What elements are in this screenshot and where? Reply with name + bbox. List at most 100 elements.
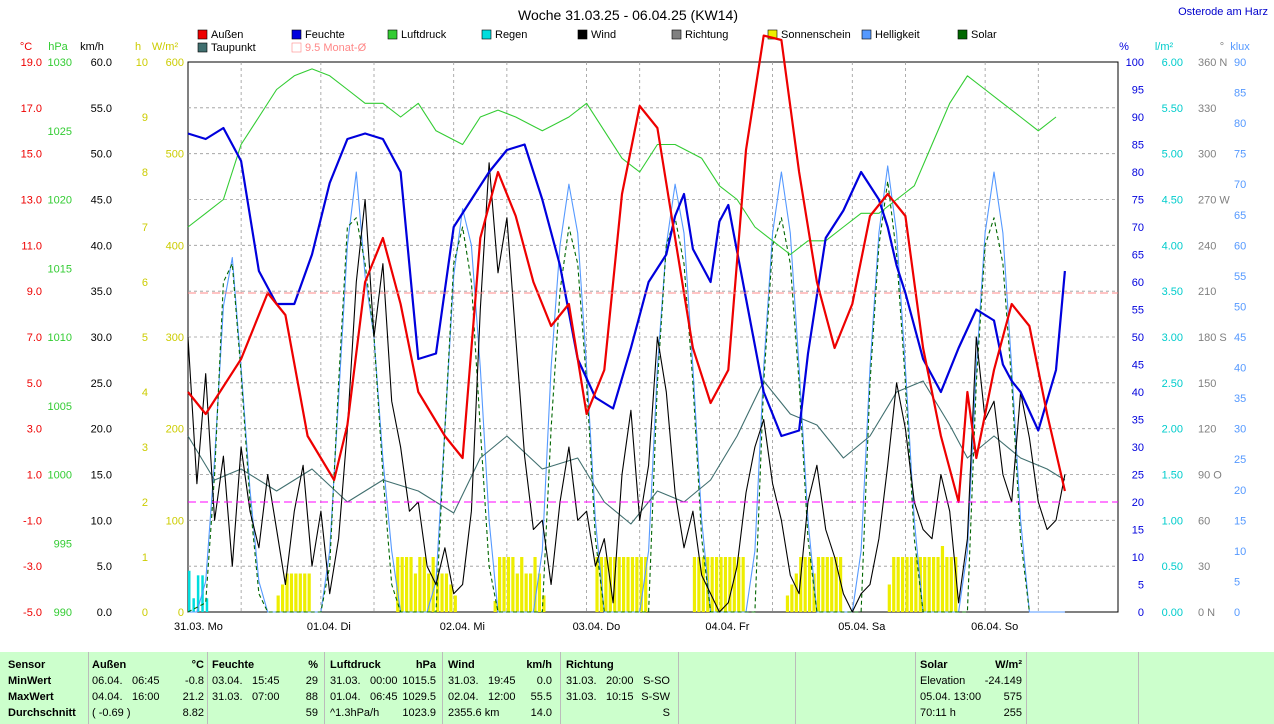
legend-swatch-1 (197, 29, 208, 40)
bar-sonnenschein (839, 557, 843, 612)
bar-sonnenschein (887, 584, 891, 612)
x-axis-labels: 31.03. Mo 01.04. Di 02.04. Mi 03.04. Do 04.0… (174, 621, 1018, 633)
stats-cell: 03.04. (212, 675, 243, 687)
bar-sonnenschein (502, 557, 506, 612)
x-axis-label: 04.04. Fr (705, 621, 749, 633)
legend-label: Außen (211, 29, 243, 41)
legend-label: Sonnenschein (781, 29, 851, 41)
axis-tick-lux: 15 (1234, 515, 1246, 527)
axis-tick-sun: 4 (142, 387, 148, 399)
axis-tick-lux: 0 (1234, 607, 1240, 619)
bar-sonnenschein (635, 557, 639, 612)
axis-tick-direction: 330 (1198, 103, 1216, 115)
stats-solar: Solar W/m² Elevation -24.149 05.04. 13:00 5… (920, 652, 1022, 724)
bar-sonnenschein (923, 557, 927, 612)
stats-cell: Elevation (920, 675, 966, 687)
bar-sonnenschein (595, 557, 599, 612)
axis-tick-lux: 35 (1234, 393, 1246, 405)
stats-feuchte-title: Feuchte (212, 659, 255, 671)
axis-tick-wind: 30.0 (91, 332, 112, 344)
bar-sonnenschein (830, 557, 834, 612)
stats-richtung-title: Richtung (566, 659, 614, 671)
stats-cell: 575 (1003, 691, 1022, 703)
axis-tick-direction: 270 W (1198, 195, 1230, 207)
axis-tick-wind: 50.0 (91, 149, 112, 161)
axis-tick-direction: 120 (1198, 424, 1216, 436)
axis-tick-pressure: 1020 (48, 195, 72, 207)
bar-sonnenschein (537, 573, 542, 612)
bar-sonnenschein (945, 557, 949, 612)
axis-tick-sun: 6 (142, 277, 148, 289)
axis-tick-humidity: 95 (1132, 85, 1144, 97)
legend-label: Wind (591, 29, 616, 41)
axis-tick-pressure: 1030 (48, 57, 72, 69)
stats-cell: 10:15 (606, 691, 634, 703)
stats-cell: 00:00 (370, 675, 398, 687)
bar-sonnenschein (901, 557, 905, 612)
bar-sonnenschein (294, 573, 298, 612)
bar-sonnenschein (825, 557, 829, 612)
axis-tick-pressure: 990 (54, 607, 72, 619)
axis-tick-lux: 25 (1234, 454, 1246, 466)
bar-sonnenschein (298, 573, 302, 612)
stats-cell: 1023.9 (402, 707, 436, 719)
axis-tick-temp: 19.0 (21, 57, 42, 69)
axis-tick-temp: 3.0 (27, 424, 42, 436)
axis-tick-lux: 45 (1234, 332, 1246, 344)
stats-luftdruck: Luftdruck hPa 31.03. 00:00 1015.5 01.04. 06:… (330, 652, 436, 724)
stats-luftdruck-title: Luftdruck (330, 659, 381, 671)
bar-sonnenschein (276, 595, 280, 612)
bar-sonnenschein (785, 595, 790, 612)
stats-sensor-title: Sensor (8, 659, 46, 671)
axis-tick-solar: 300 (166, 332, 184, 344)
stats-cell: 05.04. 13:00 (920, 691, 982, 703)
axis-tick-lux: 5 (1234, 576, 1240, 588)
stats-row-max: MaxWert (8, 691, 54, 703)
axis-tick-rain: 1.50 (1162, 470, 1183, 482)
stats-cell: 8.82 (182, 707, 204, 719)
grid (188, 62, 1118, 612)
axis-tick-temp: -1.0 (23, 515, 42, 527)
bar-sonnenschein (285, 573, 289, 612)
axis-tick-sun: 2 (142, 497, 148, 509)
bar-sonnenschein (405, 557, 409, 612)
bar-sonnenschein (927, 557, 931, 612)
stats-feuchte-unit: % (308, 659, 318, 671)
axis-tick-lux: 65 (1234, 210, 1246, 222)
bar-sonnenschein (529, 573, 533, 612)
bar-sonnenschein (511, 557, 515, 612)
bar-sonnenschein (914, 557, 918, 612)
stats-solar-unit: W/m² (995, 659, 1022, 671)
x-axis-label: 31.03. Mo (174, 621, 223, 633)
bar-regen (188, 570, 191, 612)
bar-sonnenschein (542, 595, 546, 612)
legend-label: Feuchte (305, 29, 345, 41)
axis-tick-direction: 240 (1198, 240, 1216, 252)
axis-tick-wind: 35.0 (91, 286, 112, 298)
axis-tick-direction: 60 (1198, 515, 1210, 527)
axis-tick-humidity: 20 (1132, 497, 1144, 509)
chart-title: Woche 31.03.25 - 06.04.25 (KW14) (518, 7, 738, 23)
legend-swatch-10 (861, 29, 872, 40)
bar-sonnenschein (515, 573, 519, 612)
axis-tick-rain: 5.00 (1162, 149, 1183, 161)
bar-sonnenschein (427, 573, 431, 612)
bar-sonnenschein (639, 557, 643, 612)
axis-unit-temp: °C (20, 41, 32, 53)
bar-sonnenschein (710, 557, 714, 612)
bar-sonnenschein (892, 557, 896, 612)
bar-sonnenschein (604, 557, 608, 612)
stats-wind: Wind km/h 31.03. 19:45 0.0 02.04. 12:00 55.5 … (448, 652, 552, 724)
x-axis-label: 06.04. So (971, 621, 1018, 633)
axis-tick-lux: 85 (1234, 88, 1246, 100)
stats-row-min: MinWert (8, 675, 52, 687)
axis-tick-rain: 6.00 (1162, 57, 1183, 69)
weather-chart: Woche 31.03.25 - 06.04.25 (KW14) Osterod… (20, 6, 1268, 633)
location-label: Osterode am Harz (1178, 6, 1268, 18)
bar-sonnenschein (626, 557, 630, 612)
axis-tick-lux: 50 (1234, 301, 1246, 313)
axis-tick-rain: 1.00 (1162, 515, 1183, 527)
bar-sonnenschein (812, 573, 816, 612)
axis-tick-pressure: 1005 (48, 401, 72, 413)
